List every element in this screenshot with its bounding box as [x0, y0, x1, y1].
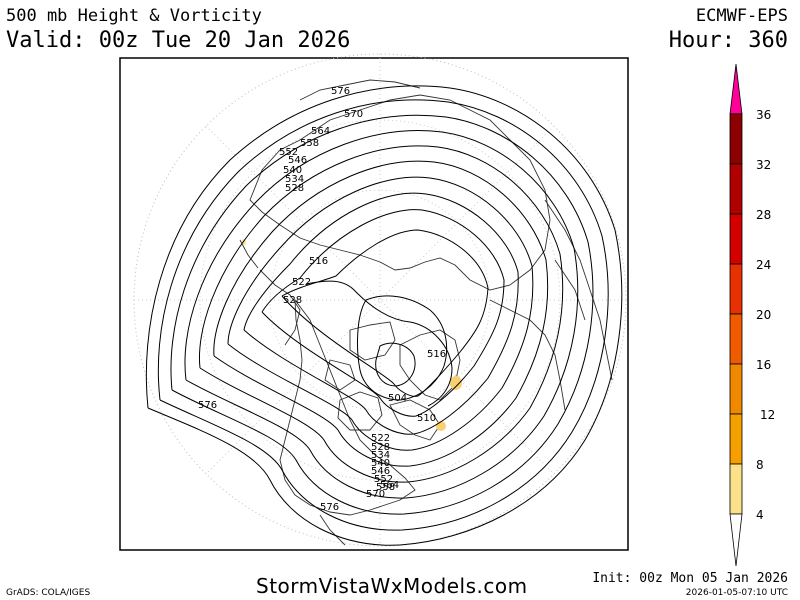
site-url: StormVistaWxModels.com: [256, 574, 528, 598]
contour-label: 522: [292, 277, 311, 288]
colorbar-cell: [729, 463, 743, 515]
init-time: Init: 00z Mon 05 Jan 2026: [592, 571, 788, 586]
forecast-hour: Hour: 360: [668, 28, 788, 53]
chart-title: 500 mb Height & Vorticity: [6, 6, 262, 26]
colorbar-label: 24: [756, 258, 771, 272]
contour-label: 558: [376, 482, 395, 493]
contour-label: 564: [311, 126, 330, 137]
model-name: ECMWF-EPS: [695, 6, 788, 26]
colorbar-labels: 36 32 28 24 20 16 12 8 4: [756, 108, 775, 522]
colorbar-label: 12: [760, 408, 775, 422]
contour-label: 528: [371, 442, 390, 453]
colorbar-label: 28: [756, 208, 771, 222]
contour-label: 528: [283, 295, 302, 306]
contour-label: 516: [427, 349, 446, 360]
vorticity-shading: [242, 239, 462, 431]
contour-label: 570: [366, 489, 385, 500]
colorbar-cell: [729, 413, 743, 465]
render-timestamp: 2026-01-05-07:10 UTC: [685, 588, 788, 598]
colorbar-cell: [729, 263, 743, 315]
contour-label: 546: [371, 466, 390, 477]
colorbar-cell: [729, 213, 743, 265]
colorbar-label: 8: [756, 458, 764, 472]
height-contours: [145, 85, 623, 546]
contour-label: 528: [285, 183, 304, 194]
colorbar-cell: [729, 163, 743, 215]
contour-label: 534: [371, 450, 390, 461]
contour-label: 570: [344, 109, 363, 120]
contour-label: 576: [198, 400, 217, 411]
contour-label: 552: [279, 147, 298, 158]
contour-label: 576: [331, 86, 350, 97]
colorbar-cell: [729, 363, 743, 415]
colorbar: [729, 63, 743, 567]
colorbar-label: 36: [756, 108, 771, 122]
contour-label: 540: [371, 458, 390, 469]
colorbar-label: 32: [756, 158, 771, 172]
contour-label: 534: [285, 174, 304, 185]
contour-label: 504: [388, 393, 407, 404]
contour-label: 576: [320, 502, 339, 513]
colorbar-label: 16: [756, 358, 771, 372]
contour-label: 522: [371, 433, 390, 444]
contour-label: 558: [300, 138, 319, 149]
contour-label: 540: [283, 165, 302, 176]
coastlines: [239, 79, 613, 546]
colorbar-bottom-arrow: [729, 513, 743, 567]
contour-labels: 576 570 564 558 552 546 540 534 528 516 …: [198, 86, 446, 513]
colorbar-label: 20: [756, 308, 771, 322]
contour-label: 564: [380, 480, 399, 491]
contour-label: 510: [417, 413, 436, 424]
colorbar-cell: [729, 113, 743, 165]
colorbar-top-arrow: [729, 63, 743, 115]
contour-label: 546: [288, 155, 307, 166]
colorbar-cell: [729, 313, 743, 365]
colorbar-label: 4: [756, 508, 764, 522]
grads-credit: GrADS: COLA/IGES: [6, 588, 91, 598]
valid-time: Valid: 00z Tue 20 Jan 2026: [6, 28, 351, 53]
contour-label: 552: [374, 474, 393, 485]
contour-label: 516: [309, 256, 328, 267]
